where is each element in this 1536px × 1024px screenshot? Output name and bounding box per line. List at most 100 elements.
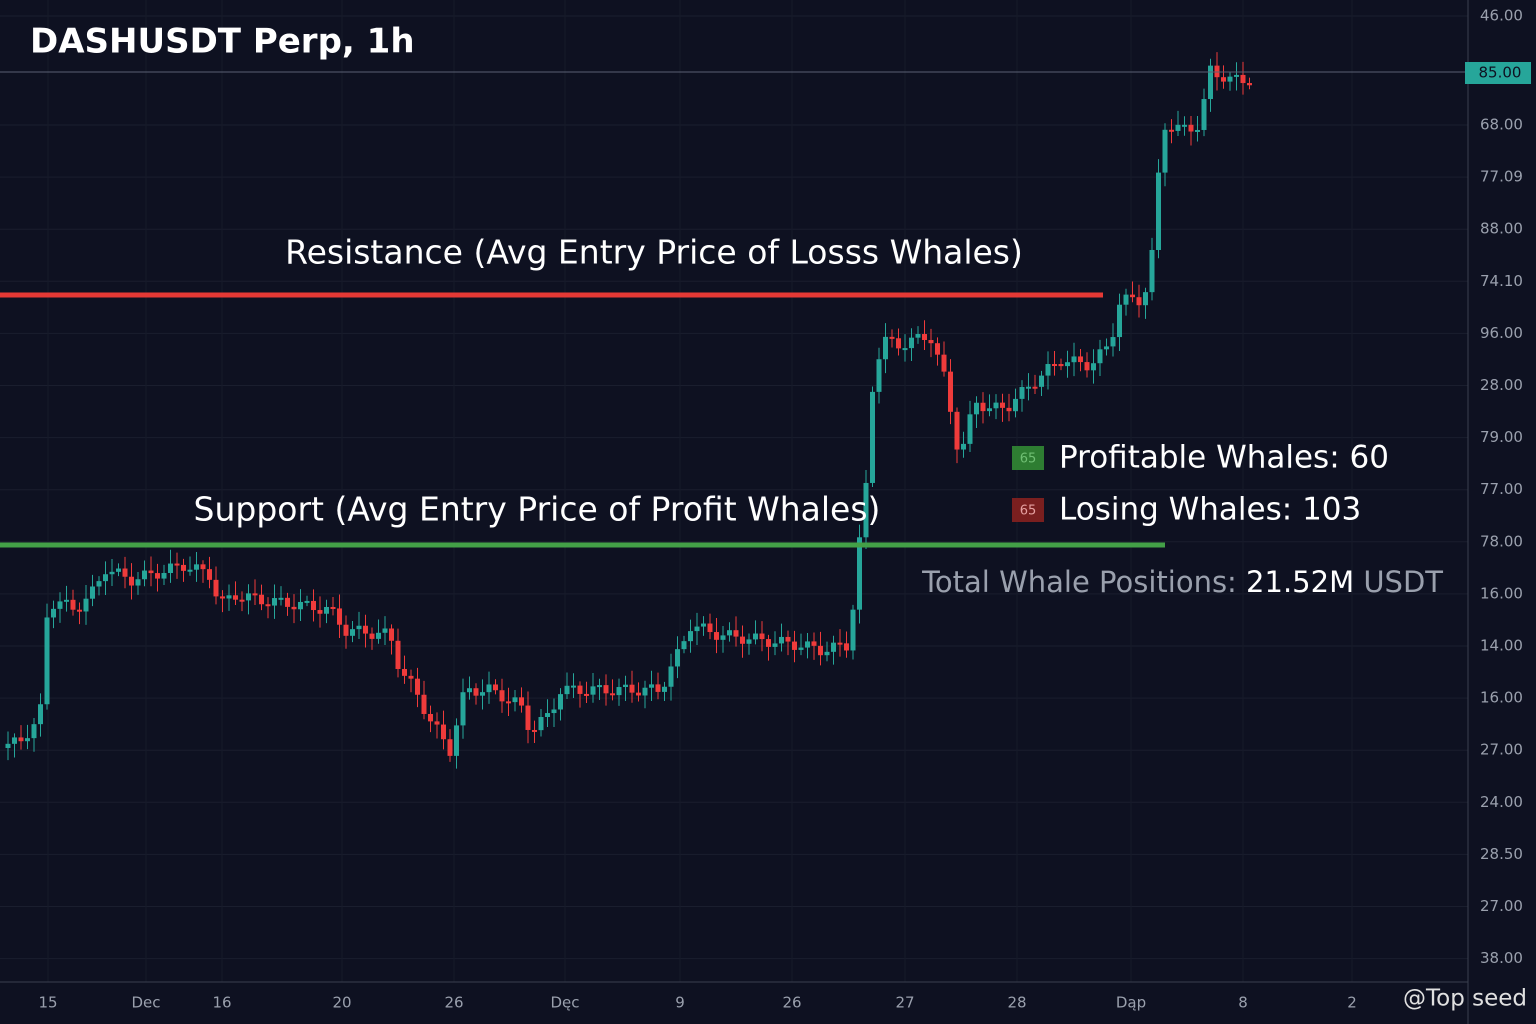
candle-body: [57, 601, 63, 609]
candle-body: [317, 610, 323, 614]
price-label: 38.00: [1480, 949, 1523, 967]
current-price-badge: [1465, 62, 1531, 84]
candle-body: [369, 633, 375, 639]
candle-body: [1136, 297, 1142, 306]
candle-body: [850, 609, 856, 651]
time-label: 9: [675, 994, 685, 1012]
candle-body: [187, 569, 193, 572]
candle-body: [922, 334, 927, 341]
candle-body: [1000, 402, 1005, 408]
candle-body: [44, 617, 50, 705]
candle-body: [1078, 356, 1083, 363]
price-label: 79.00: [1480, 428, 1523, 446]
candle-body: [1084, 362, 1090, 371]
time-label: 8: [1238, 994, 1248, 1012]
candle-body: [434, 721, 440, 725]
candle-body: [77, 609, 82, 612]
candle-body: [655, 684, 661, 692]
candle-body: [551, 709, 557, 714]
candle-body: [272, 598, 277, 606]
candle-body: [493, 684, 498, 691]
candle-body: [831, 642, 836, 652]
candle-body: [811, 641, 817, 646]
candle-body: [1221, 77, 1226, 82]
candle-body: [1065, 362, 1070, 367]
candle-body: [701, 623, 706, 627]
candle-body: [1097, 349, 1103, 364]
candle-body: [597, 685, 602, 688]
candle-body: [1013, 398, 1018, 412]
candle-body: [200, 564, 206, 570]
candle-body: [629, 684, 635, 693]
candle-body: [603, 685, 609, 694]
candle-body: [421, 694, 427, 714]
candle-body: [155, 573, 160, 579]
candle-body: [694, 626, 700, 632]
candle-body: [447, 739, 453, 756]
candle-body: [727, 630, 732, 636]
candle-body: [5, 743, 11, 748]
candle-body: [902, 348, 908, 351]
candle-body: [740, 636, 745, 644]
profitable-label: Profitable Whales: 60: [1059, 440, 1389, 476]
price-label: 74.10: [1480, 272, 1523, 290]
candle-body: [616, 687, 622, 696]
candle-body: [746, 639, 752, 644]
losing-badge-box: [1012, 498, 1044, 522]
candle-body: [83, 598, 89, 612]
candle-body: [298, 601, 303, 610]
candle-body: [389, 628, 394, 641]
time-label: 27: [895, 994, 914, 1012]
candle-body: [733, 630, 739, 637]
candle-body: [1052, 364, 1057, 367]
candle-body: [584, 693, 589, 696]
price-label: 68.00: [1480, 116, 1523, 134]
losing-label: Losing Whales: 103: [1059, 492, 1361, 528]
candle-body: [213, 579, 219, 597]
candle-body: [51, 608, 56, 618]
candle-body: [649, 684, 654, 688]
candle-body: [278, 597, 284, 600]
price-label: 77.09: [1480, 168, 1523, 186]
candle-body: [174, 563, 180, 566]
candle-body: [681, 641, 687, 650]
price-label: 27.00: [1480, 741, 1523, 759]
candle-body: [1058, 364, 1064, 367]
candle-body: [1214, 65, 1220, 78]
profitable-badge-box: [1012, 446, 1044, 470]
candle-body: [1201, 99, 1207, 130]
total-positions: Total Whale Positions: 21.52M USDT: [921, 565, 1443, 599]
candle-body: [662, 686, 667, 692]
candle-body: [792, 641, 797, 650]
price-label: 16.00: [1480, 584, 1523, 602]
resistance-label: Resistance (Avg Entry Price of Losss Wha…: [285, 233, 1023, 272]
candle-body: [538, 717, 544, 731]
candle-body: [1234, 74, 1239, 77]
candle-body: [324, 606, 329, 614]
candle-body: [1110, 337, 1116, 347]
candle-body: [103, 574, 108, 582]
candle-body: [382, 628, 388, 633]
candle-body: [948, 371, 953, 412]
candle-body: [623, 684, 628, 688]
candle-body: [766, 639, 771, 647]
candle-body: [1123, 294, 1129, 305]
candle-body: [889, 336, 895, 339]
candle-body: [1240, 74, 1246, 84]
time-label: 20: [332, 994, 351, 1012]
candle-body: [1006, 407, 1012, 412]
candle-body: [714, 632, 719, 640]
candle-body: [1091, 363, 1096, 371]
candle-body: [675, 649, 680, 667]
candle-body: [824, 651, 830, 656]
candle-body: [987, 408, 992, 412]
candle-body: [1175, 124, 1181, 131]
candle-body: [161, 572, 167, 579]
candle-body: [395, 640, 401, 669]
candle-body: [896, 338, 901, 349]
candle-body: [1039, 375, 1044, 387]
candle-body: [486, 684, 492, 693]
candle-body: [818, 645, 823, 656]
